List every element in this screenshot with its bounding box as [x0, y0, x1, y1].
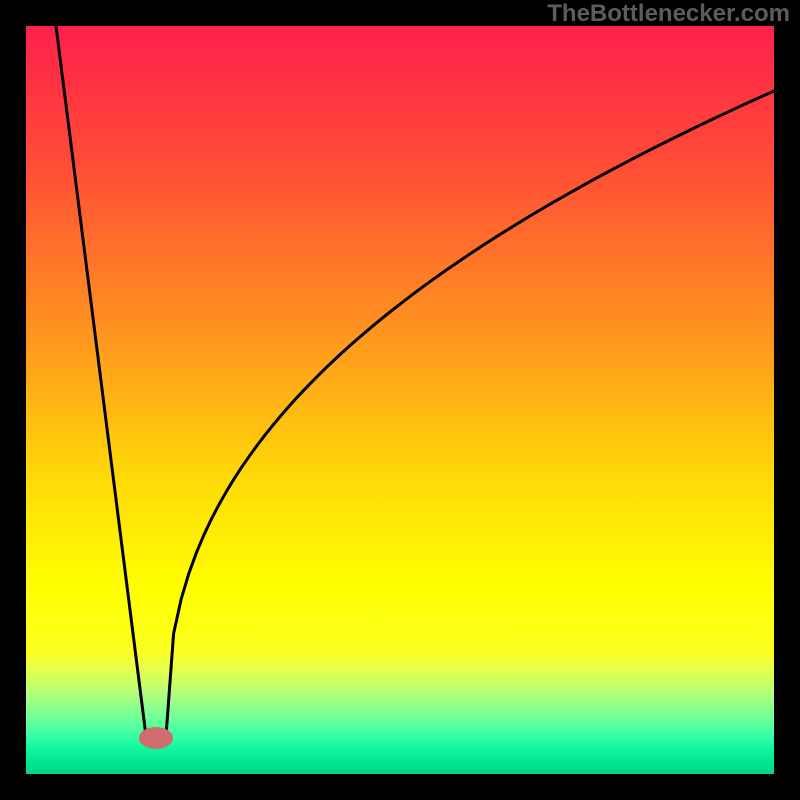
plot-svg	[26, 26, 774, 774]
plot-area	[26, 26, 774, 774]
watermark-text: TheBottlenecker.com	[547, 0, 790, 28]
chart-container: TheBottlenecker.com	[0, 0, 800, 800]
minimum-marker	[139, 727, 173, 749]
gradient-background	[26, 26, 774, 774]
